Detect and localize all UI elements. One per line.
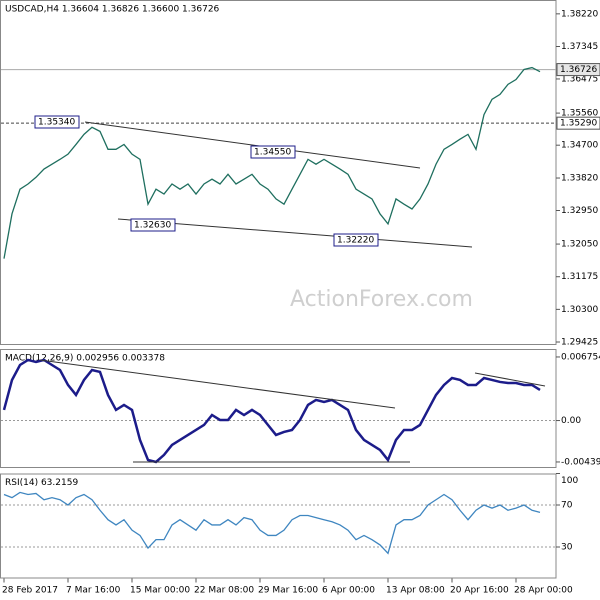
x-tick-label: 29 Mar 16:00 (258, 586, 318, 596)
annotation-box (333, 233, 379, 247)
y-tick-label: 1.29425 (561, 338, 598, 348)
watermark: ActionForex.com (290, 287, 473, 312)
y-tick-label: 0.006754 (561, 352, 600, 362)
y-tick-label: 1.34700 (561, 141, 598, 151)
annotation-box (34, 115, 80, 129)
level-label: 1.35290 (560, 119, 597, 129)
x-tick-label: 15 Mar 00:00 (130, 586, 190, 596)
level-label-box (556, 116, 600, 130)
y-tick-label: -0.004399 (561, 457, 600, 467)
panel-title: MACD(12,26,9) 0.002956 0.003378 (5, 354, 165, 364)
trend-line (117, 218, 473, 248)
x-tick-label: 20 Apr 16:00 (450, 586, 509, 596)
y-tick-label: 1.32050 (561, 240, 598, 250)
panel-frame (0, 349, 557, 468)
annotation-box (250, 145, 296, 159)
panel-title: USDCAD,H4 1.36604 1.36826 1.36600 1.3672… (5, 5, 220, 15)
x-tick-label: 22 Mar 08:00 (194, 586, 254, 596)
series-line (3, 66, 541, 259)
panel-frame (0, 473, 557, 579)
y-tick-label: 1.30300 (561, 305, 598, 315)
x-tick-label: 28 Apr 00:00 (514, 586, 573, 596)
annotation: 1.32630 (134, 221, 171, 231)
level-label: 1.36726 (560, 65, 597, 75)
y-tick-label: 1.31175 (561, 272, 598, 282)
annotation: 1.35340 (38, 118, 75, 128)
trend-line (474, 372, 546, 387)
y-tick-label: 1.36475 (561, 74, 598, 84)
trend-line (84, 121, 421, 169)
trend-line (39, 359, 396, 409)
y-tick-label: 1.37345 (561, 42, 598, 52)
y-tick-label: 1.38220 (561, 9, 598, 19)
y-tick-label: 100 (561, 476, 578, 486)
x-tick-label: 7 Mar 16:00 (66, 586, 121, 596)
panel-title: RSI(14) 63.2159 (5, 478, 78, 488)
x-tick-label: 28 Feb 2017 (2, 586, 58, 596)
x-tick-label: 13 Apr 08:00 (386, 586, 445, 596)
x-tick-label: 6 Apr 00:00 (322, 586, 375, 596)
y-tick-label: 1.35560 (561, 109, 598, 119)
level-label-box (556, 63, 600, 77)
panel-frame (0, 0, 557, 345)
series-line (3, 491, 541, 555)
annotation-box (130, 218, 176, 232)
y-tick-label: 0.00 (561, 416, 581, 426)
y-tick-label: 30 (561, 543, 573, 553)
y-tick-label: 1.32950 (561, 206, 598, 216)
annotation: 1.34550 (254, 148, 291, 158)
y-tick-label: 1.33820 (561, 174, 598, 184)
series-line (2, 358, 541, 464)
annotation: 1.32220 (337, 236, 374, 246)
y-tick-label: 70 (561, 501, 573, 511)
